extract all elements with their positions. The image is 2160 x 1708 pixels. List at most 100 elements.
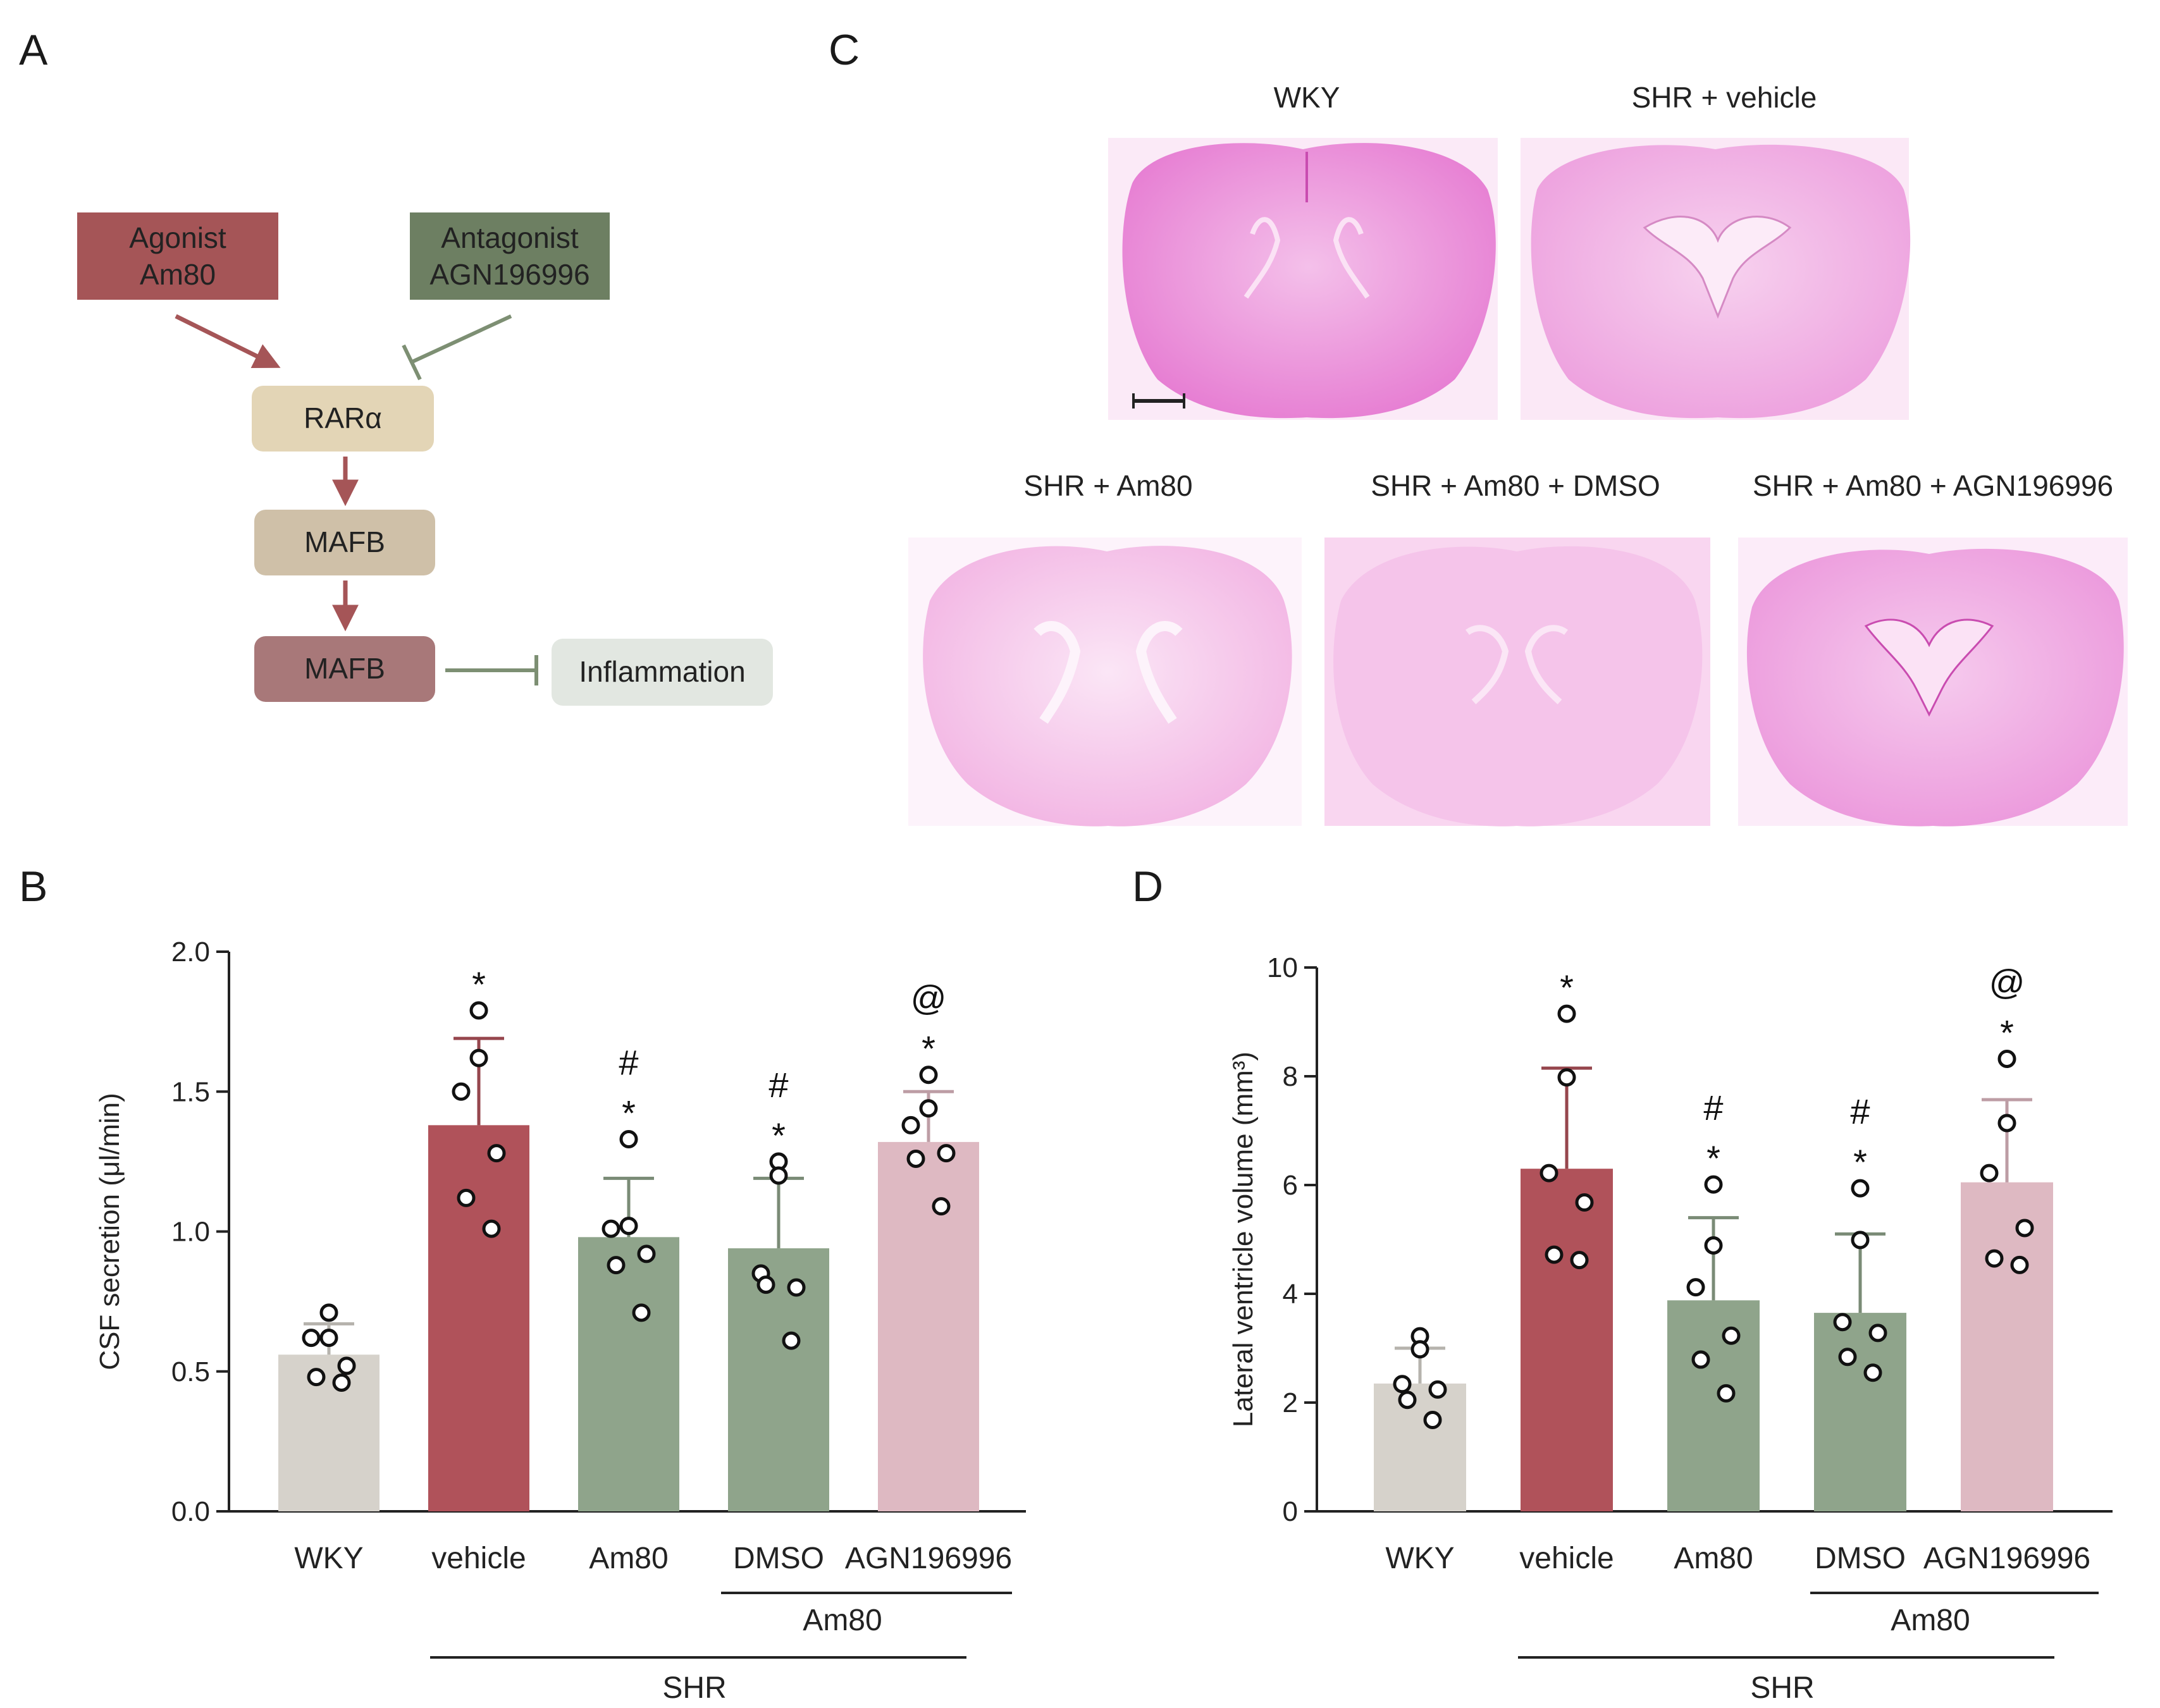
chartb-y-tick-label: 1.5	[171, 1076, 210, 1107]
chartd-data-point	[1833, 1313, 1852, 1332]
chartb-category-label: Am80	[589, 1542, 668, 1575]
chartd-significance-label: #	[1850, 1091, 1870, 1131]
group-label-shr-b: SHR	[662, 1671, 726, 1705]
chartb-data-point	[619, 1217, 638, 1236]
chartb-data-point	[469, 1048, 488, 1067]
chartd-y-tick-label: 10	[1267, 952, 1298, 983]
chartd-data-point	[1557, 1004, 1576, 1023]
group-label-shr-d: SHR	[1750, 1671, 1814, 1705]
chartd-data-point	[1717, 1384, 1736, 1403]
chartd-data-point	[1557, 1068, 1576, 1087]
chartb-data-point	[919, 1066, 938, 1084]
chartd-bar	[1374, 1383, 1466, 1511]
chartb-data-point	[937, 1144, 956, 1163]
chartd-significance-label: *	[1560, 968, 1574, 1007]
chartd-bar	[1521, 1169, 1613, 1511]
chartb-data-point	[452, 1082, 471, 1101]
chartd-data-point	[1868, 1324, 1887, 1342]
brain-slice-shr-am80-dmso	[1324, 538, 1710, 826]
chartb-y-tick-label: 2.0	[171, 937, 210, 968]
chartd-y-tick-label: 2	[1283, 1387, 1298, 1418]
inflammation-label: Inflammation	[579, 655, 745, 688]
agonist-label-line2: Am80	[140, 258, 216, 291]
chartd-data-point	[1997, 1114, 2016, 1133]
chartd-category-label: DMSO	[1815, 1542, 1906, 1575]
chartb-data-point	[932, 1197, 951, 1216]
brain-slice-shr-am80-agn	[1738, 538, 2128, 826]
chartb-data-point	[469, 1001, 488, 1020]
mafb-box-2	[254, 636, 435, 702]
chartb-category-label: DMSO	[733, 1542, 824, 1575]
pathway-diagram: Agonist Am80 Antagonist AGN196996 RARα M…	[77, 212, 773, 706]
agonist-arrow	[175, 314, 281, 368]
histology-label-shr-am80-dmso: SHR + Am80 + DMSO	[1371, 469, 1660, 502]
chartd-data-point	[1704, 1236, 1723, 1255]
chartd-data-point	[1570, 1251, 1589, 1270]
panel-letter-c: C	[829, 26, 860, 74]
chartb-data-point	[457, 1188, 476, 1207]
chartb-data-point	[337, 1356, 356, 1375]
chartb-bar	[278, 1355, 380, 1511]
chartb-y-axis-title: CSF secretion (μl/min)	[94, 1093, 125, 1370]
chartb-significance-label: #	[619, 1042, 638, 1082]
chartb-significance-label: *	[472, 964, 486, 1004]
chartd-data-point	[1863, 1363, 1882, 1382]
chartd-significance-label: *	[1853, 1142, 1867, 1182]
brain-slice-wky	[1108, 138, 1498, 420]
chartd-data-point	[1423, 1411, 1442, 1430]
rara-box	[252, 386, 434, 452]
chartd-data-point	[1540, 1164, 1558, 1183]
chartb-y-tick-label: 0.5	[171, 1356, 210, 1387]
rara-label: RARα	[304, 402, 382, 434]
chartb-y-tick-label: 1.0	[171, 1217, 210, 1248]
chartd-category-label: AGN196996	[1923, 1542, 2090, 1575]
agonist-box	[77, 212, 278, 300]
chartd-data-point	[1545, 1245, 1564, 1264]
chartd-data-point	[2015, 1219, 2034, 1238]
chartd-significance-label: #	[1703, 1088, 1723, 1127]
chartd-data-point	[1575, 1193, 1594, 1212]
panel-letter-a: A	[19, 26, 48, 74]
panel-letter-d: D	[1132, 863, 1163, 911]
chartb-data-point	[319, 1329, 338, 1348]
chartb-data-point	[607, 1256, 626, 1275]
chartd-data-point	[1691, 1350, 1710, 1369]
chartb-significance-label: *	[922, 1029, 935, 1069]
chartd-data-point	[1722, 1326, 1741, 1345]
chartb-data-point	[302, 1329, 321, 1348]
chartb-bar	[578, 1237, 679, 1511]
chartb-data-point	[906, 1149, 925, 1168]
chartd-y-tick-label: 0	[1283, 1496, 1298, 1527]
group-label-am80-b: Am80	[803, 1604, 882, 1637]
antagonist-label-line2: AGN196996	[429, 258, 589, 291]
chartd-data-point	[1398, 1391, 1417, 1410]
antagonist-box	[410, 212, 610, 300]
chartb-category-label: AGN196996	[845, 1542, 1012, 1575]
antagonist-label-line1: Antagonist	[441, 221, 579, 254]
chartb-bar	[878, 1141, 979, 1511]
chartd-significance-label: *	[2000, 1012, 2014, 1052]
group-label-am80-d: Am80	[1891, 1604, 1970, 1637]
chartb-data-point	[787, 1278, 806, 1297]
chartd-category-label: vehicle	[1519, 1542, 1614, 1575]
panel-letter-b: B	[19, 863, 47, 911]
chartd-significance-label: *	[1706, 1138, 1720, 1178]
chartd-significance-label: @	[1989, 962, 2025, 1002]
chartd-data-point	[1851, 1179, 1870, 1198]
chartd-bar	[1814, 1313, 1906, 1511]
histology-label-shr-am80: SHR + Am80	[1023, 469, 1192, 502]
chartd-data-point	[1410, 1340, 1429, 1359]
chartd-bar	[1667, 1300, 1760, 1511]
chartb-data-point	[487, 1144, 506, 1163]
chartd-data-point	[1997, 1049, 2016, 1068]
chartd-data-point	[1985, 1249, 2004, 1268]
chartb-data-point	[919, 1099, 938, 1118]
chartb-data-point	[332, 1373, 351, 1392]
chartb-data-point	[637, 1244, 656, 1263]
chartd-y-axis-title: Lateral ventricle volume (mm³)	[1228, 1052, 1259, 1427]
chartd-data-point	[1838, 1348, 1857, 1367]
antagonist-inhibit-bar	[402, 344, 422, 381]
chartb-significance-label: #	[768, 1065, 788, 1105]
chartb-data-point	[482, 1219, 501, 1238]
